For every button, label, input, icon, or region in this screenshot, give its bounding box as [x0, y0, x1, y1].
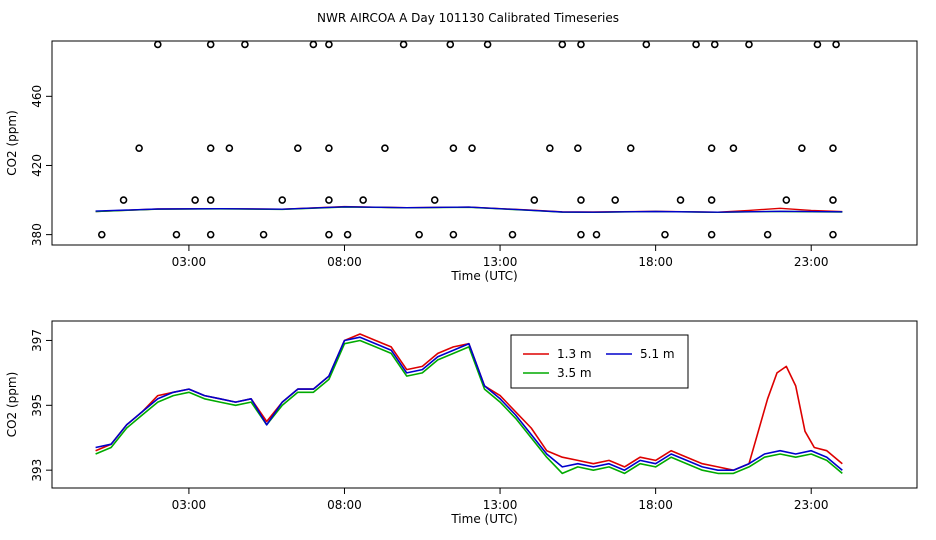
panel1-x-tick-label: 23:00 [794, 255, 829, 269]
panel2-x-tick-label: 23:00 [794, 498, 829, 512]
panel1-data-point [449, 144, 458, 152]
panel1-data-point [710, 40, 719, 49]
panel2-plot-frame [51, 320, 918, 489]
panel2-y-axis-label: CO2 (ppm) [5, 372, 19, 438]
panel2-series-line-51m [95, 336, 843, 472]
panel1-data-point [119, 196, 128, 204]
panel1-data-point [707, 196, 716, 204]
panel1-data-point [782, 196, 791, 204]
panel1-data-point [592, 230, 601, 239]
panel1-data-point [829, 230, 837, 239]
panel1-x-tick-label: 03:00 [172, 255, 207, 269]
panel1-data-point [135, 144, 143, 152]
panel1-data-point [642, 40, 651, 49]
panel1-x-tick-label: 13:00 [483, 255, 518, 269]
panel1-x-tick-label: 18:00 [638, 255, 673, 269]
panel2-legend-label: 5.1 m [640, 347, 675, 361]
panel2-legend-label: 3.5 m [557, 366, 592, 380]
panel1-data-point [153, 40, 162, 49]
panel1-series-line-51m [95, 206, 843, 213]
panel1-data-point [813, 40, 822, 49]
panel1-data-point [832, 40, 840, 49]
panel1-data-point [309, 40, 318, 49]
panel1-data-point [325, 230, 333, 239]
panel1-data-point [829, 196, 837, 204]
panel1-y-tick-label: 460 [30, 85, 44, 108]
panel1-data-point [676, 196, 685, 204]
panel1-data-point [294, 144, 302, 152]
panel1-y-tick-label: 380 [30, 223, 44, 246]
panel2-y-tick-label: 395 [30, 394, 44, 417]
panel1-plot-frame [51, 40, 918, 246]
panel1-data-point [206, 196, 215, 204]
panel1-x-tick-label: 08:00 [327, 255, 362, 269]
panel2-x-tick-label: 18:00 [638, 498, 673, 512]
panel2-y-tick-label: 393 [30, 459, 44, 482]
panel1-data-point [172, 230, 181, 239]
panel1-data-point [325, 144, 333, 152]
panel1-data-point [661, 230, 669, 239]
panel1-data-point [359, 196, 367, 204]
panel1-data-point [97, 230, 106, 239]
panel1-data-point [558, 40, 567, 49]
panel1-data-point [763, 230, 772, 239]
panel1-data-point [829, 144, 837, 152]
panel2-legend-label: 1.3 m [557, 347, 592, 361]
panel1-y-tick-label: 420 [30, 154, 44, 177]
panel1-y-axis-label: CO2 (ppm) [5, 110, 19, 176]
panel1-x-axis-label: Time (UTC) [450, 269, 517, 283]
panel1-data-point [381, 144, 389, 152]
panel1-data-point [546, 144, 554, 152]
panel1-data-point [259, 230, 268, 239]
panel1-data-point [577, 196, 585, 204]
chart-title: NWR AIRCOA A Day 101130 Calibrated Times… [317, 11, 619, 25]
panel1-data-point [325, 40, 333, 49]
panel1-data-point [577, 230, 585, 239]
panel1-data-point [225, 144, 234, 152]
panel2-x-tick-label: 03:00 [172, 498, 207, 512]
panel1-data-point [577, 40, 585, 49]
panel1-data-point [574, 144, 582, 152]
panel2-x-tick-label: 08:00 [327, 498, 362, 512]
panel1-data-point [483, 40, 492, 49]
panel2-x-axis-label: Time (UTC) [450, 512, 517, 526]
panel2-x-tick-label: 13:00 [483, 498, 518, 512]
panel1-data-point [399, 40, 408, 49]
panel1-data-point [191, 196, 199, 204]
panel1-data-point [707, 144, 716, 152]
panel1-data-point [611, 196, 619, 204]
panel1-data-point [626, 144, 635, 152]
panel1-data-point [241, 40, 249, 49]
panel1-data-point [729, 144, 738, 152]
panel1-data-point [206, 230, 215, 239]
panel1-data-point [206, 40, 215, 49]
panel1-data-point [745, 40, 753, 49]
panel2-y-tick-label: 397 [30, 329, 44, 352]
panel1-data-point [446, 40, 455, 49]
panel1-data-point [206, 144, 215, 152]
panel1-data-point [343, 230, 352, 239]
panel2-legend-box [510, 334, 689, 389]
panel1-data-point [692, 40, 700, 49]
panel1-data-point [707, 230, 716, 239]
panel1-data-point [798, 144, 806, 152]
panel1-data-point [449, 230, 458, 239]
panel1-data-point [325, 196, 333, 204]
panel1-data-point [468, 144, 476, 152]
panel1-data-point [278, 196, 287, 204]
panel1-data-point [508, 230, 517, 239]
panel2-series-line-35m [95, 339, 843, 475]
panel1-data-point [530, 196, 539, 204]
panel1-data-point [430, 196, 439, 204]
panel1-data-point [415, 230, 423, 239]
